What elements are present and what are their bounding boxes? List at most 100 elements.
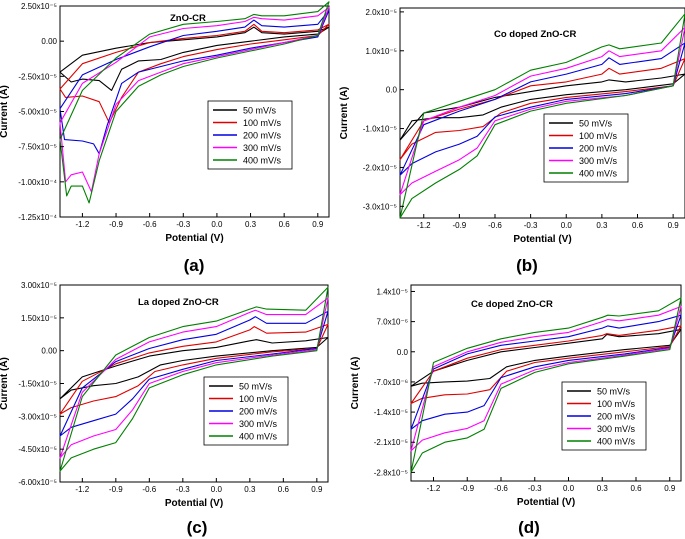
series-curve-50-mvs [399, 73, 685, 141]
chart-panel-3: -1.2 -0.9 -0.6 -0.3 0.0 0.3 0.6 0.9 3.00x10⁻⁵ 1.5… [0, 281, 329, 537]
series-curve-400-mvs [59, 286, 329, 472]
chart-title: Ce doped ZnO-CR [471, 299, 553, 310]
y-tick-label: -6.00x10⁻⁵ [18, 478, 57, 487]
x-tick-label: -0.6 [143, 220, 157, 229]
legend: 50 mV/s 100 mV/s 200 mV/s 300 mV/s 400 mV/s [561, 381, 647, 451]
x-tick-label: -1.2 [75, 485, 89, 494]
x-tick-label: 0.3 [596, 221, 608, 230]
y-tick-label: 0.00 [41, 347, 57, 356]
y-tick-label: 0.00 [41, 37, 57, 46]
x-tick-label: 0.0 [211, 485, 223, 494]
legend-entry-label: 400 mV/s [243, 156, 282, 166]
chart-title: ZnO-CR [170, 13, 206, 24]
y-tick-label: -3.0x10⁻⁵ [363, 202, 397, 211]
legend-entry-label: 400 mV/s [579, 169, 618, 179]
x-tick-label: 0.3 [597, 484, 609, 493]
y-tick-label: 0.0 [397, 348, 409, 357]
x-tick-label: -0.3 [176, 220, 190, 229]
x-tick-label: 0.0 [561, 221, 573, 230]
series-curve-300-mvs [410, 305, 682, 452]
y-tick-label: -1.50x10⁻⁵ [18, 380, 57, 389]
plot-frame [399, 7, 685, 219]
x-tick-label: 0.0 [211, 220, 223, 229]
series-curve-300-mvs [399, 26, 685, 196]
y-axis-label: Current (A) [0, 357, 10, 410]
legend-entry-label: 100 mV/s [239, 394, 278, 404]
y-tick-label: 0.0 [386, 86, 398, 95]
y-axis-label: Current (A) [350, 357, 361, 410]
chart-title: Co doped ZnO-CR [494, 29, 576, 40]
x-tick-label: 0.9 [311, 485, 323, 494]
y-tick-label: -1.25x10⁻⁴ [18, 213, 57, 222]
x-tick-label: 0.9 [668, 221, 680, 230]
legend-entry-label: 50 mV/s [239, 382, 273, 392]
x-tick-label: -0.9 [460, 484, 474, 493]
legend-entry-label: 50 mV/s [579, 119, 613, 129]
series-curve-300-mvs [59, 297, 329, 459]
legend-entry-label: 100 mV/s [243, 118, 282, 128]
y-tick-label: -2.1x10⁻⁵ [374, 438, 408, 447]
legend: 50 mV/s 100 mV/s 200 mV/s 300 mV/s 400 mV/s [203, 376, 289, 446]
x-axis-label: Potential (V) [165, 498, 223, 509]
y-tick-label: 2.50x10⁻⁵ [21, 2, 57, 11]
x-tick-label: 0.6 [632, 221, 644, 230]
series-curve-100-mvs [59, 323, 329, 415]
y-tick-label: -1.0x10⁻⁵ [363, 125, 397, 134]
x-tick-label: 0.6 [630, 484, 642, 493]
y-tick-label: -2.50x10⁻⁵ [18, 72, 57, 81]
x-axis-label: Potential (V) [165, 233, 223, 244]
legend-entry-label: 400 mV/s [239, 432, 278, 442]
y-tick-label: -7.50x10⁻⁵ [18, 143, 57, 152]
x-tick-label: -1.2 [76, 220, 90, 229]
series-curve-400-mvs [410, 297, 682, 473]
x-tick-label: -0.6 [488, 221, 502, 230]
panel-label: (c) [187, 518, 208, 537]
y-tick-label: 1.0x10⁻⁵ [365, 47, 397, 56]
legend: 50 mV/s 100 mV/s 200 mV/s 300 mV/s 400 mV/s [207, 100, 293, 170]
y-tick-label: 3.00x10⁻⁵ [21, 281, 57, 290]
x-tick-label: -0.9 [109, 220, 123, 229]
x-tick-label: 0.3 [245, 220, 257, 229]
legend-entry-label: 300 mV/s [243, 143, 282, 153]
y-tick-label: 2.0x10⁻⁵ [365, 8, 397, 17]
series-curve-100-mvs [399, 58, 685, 161]
legend-entry-label: 50 mV/s [597, 387, 631, 397]
x-tick-label: -0.9 [452, 221, 466, 230]
x-tick-label: 0.6 [278, 485, 290, 494]
x-tick-label: 0.3 [244, 485, 256, 494]
series-curve-200-mvs [59, 310, 329, 437]
y-tick-label: 1.4x10⁻⁵ [376, 287, 408, 296]
x-tick-label: -1.2 [417, 221, 431, 230]
x-tick-label: 0.6 [279, 220, 291, 229]
plot-frame [410, 284, 682, 482]
y-tick-label: -1.4x10⁻⁵ [374, 408, 408, 417]
series-curve-50-mvs [410, 328, 682, 387]
y-tick-label: -1.00x10⁻⁴ [18, 178, 57, 187]
y-tick-label: -2.0x10⁻⁵ [363, 163, 397, 172]
legend-entry-label: 400 mV/s [597, 437, 636, 447]
series-curve-100-mvs [410, 325, 682, 405]
panel-label: (b) [516, 256, 538, 275]
x-axis-label: Potential (V) [513, 234, 571, 245]
legend-entry-label: 300 mV/s [579, 156, 618, 166]
y-tick-label: -4.50x10⁻⁵ [18, 445, 57, 454]
series-curve-300-mvs [59, 6, 330, 193]
x-tick-label: -0.3 [176, 485, 190, 494]
x-tick-label: 0.0 [563, 484, 575, 493]
y-tick-label: 7.0x10⁻⁶ [376, 318, 408, 327]
legend-entry-label: 200 mV/s [243, 131, 282, 141]
x-tick-label: -0.9 [109, 485, 123, 494]
x-tick-label: -0.6 [142, 485, 156, 494]
legend-entry-label: 100 mV/s [579, 131, 618, 141]
chart-panel-4: -1.2 -0.9 -0.6 -0.3 0.0 0.3 0.6 0.9 1.4x10⁻⁵ 7.0x… [350, 284, 682, 537]
series-curve-400-mvs [399, 13, 685, 219]
x-tick-label: -0.6 [494, 484, 508, 493]
legend-entry-label: 200 mV/s [579, 144, 618, 154]
y-tick-label: -5.00x10⁻⁵ [18, 108, 57, 117]
y-tick-label: -3.00x10⁻⁵ [18, 412, 57, 421]
x-tick-label: -0.3 [524, 221, 538, 230]
series-curve-200-mvs [410, 314, 682, 430]
chart-panel-2: -1.2 -0.9 -0.6 -0.3 0.0 0.3 0.6 0.9 2.0x10⁻⁵ 1.0x… [339, 7, 685, 275]
x-tick-label: 0.9 [664, 484, 676, 493]
